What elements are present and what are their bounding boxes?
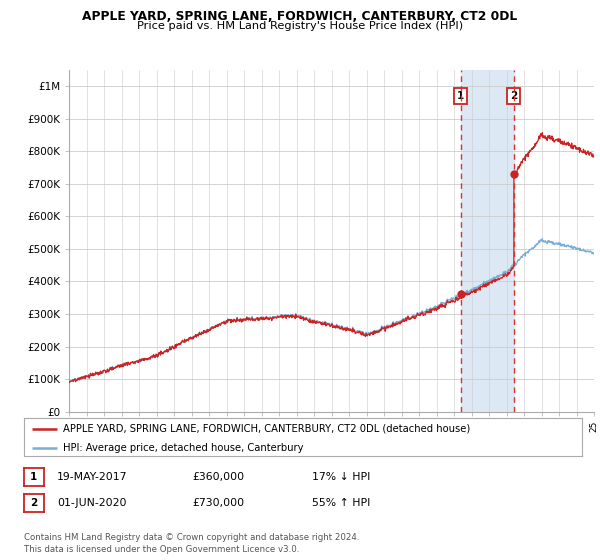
Text: 2: 2	[30, 498, 38, 508]
Text: £360,000: £360,000	[192, 472, 244, 482]
Text: APPLE YARD, SPRING LANE, FORDWICH, CANTERBURY, CT2 0DL: APPLE YARD, SPRING LANE, FORDWICH, CANTE…	[82, 10, 518, 23]
Text: Contains HM Land Registry data © Crown copyright and database right 2024.
This d: Contains HM Land Registry data © Crown c…	[24, 533, 359, 554]
Text: 2: 2	[510, 91, 517, 101]
Text: Price paid vs. HM Land Registry's House Price Index (HPI): Price paid vs. HM Land Registry's House …	[137, 21, 463, 31]
Text: APPLE YARD, SPRING LANE, FORDWICH, CANTERBURY, CT2 0DL (detached house): APPLE YARD, SPRING LANE, FORDWICH, CANTE…	[63, 424, 470, 434]
Text: £730,000: £730,000	[192, 498, 244, 508]
Bar	[461, 70, 514, 412]
Text: 19-MAY-2017: 19-MAY-2017	[57, 472, 128, 482]
Text: 1: 1	[30, 472, 38, 482]
Text: 1: 1	[457, 91, 464, 101]
Text: 17% ↓ HPI: 17% ↓ HPI	[312, 472, 370, 482]
Text: HPI: Average price, detached house, Canterbury: HPI: Average price, detached house, Cant…	[63, 443, 304, 453]
Text: 01-JUN-2020: 01-JUN-2020	[57, 498, 127, 508]
Text: 55% ↑ HPI: 55% ↑ HPI	[312, 498, 370, 508]
